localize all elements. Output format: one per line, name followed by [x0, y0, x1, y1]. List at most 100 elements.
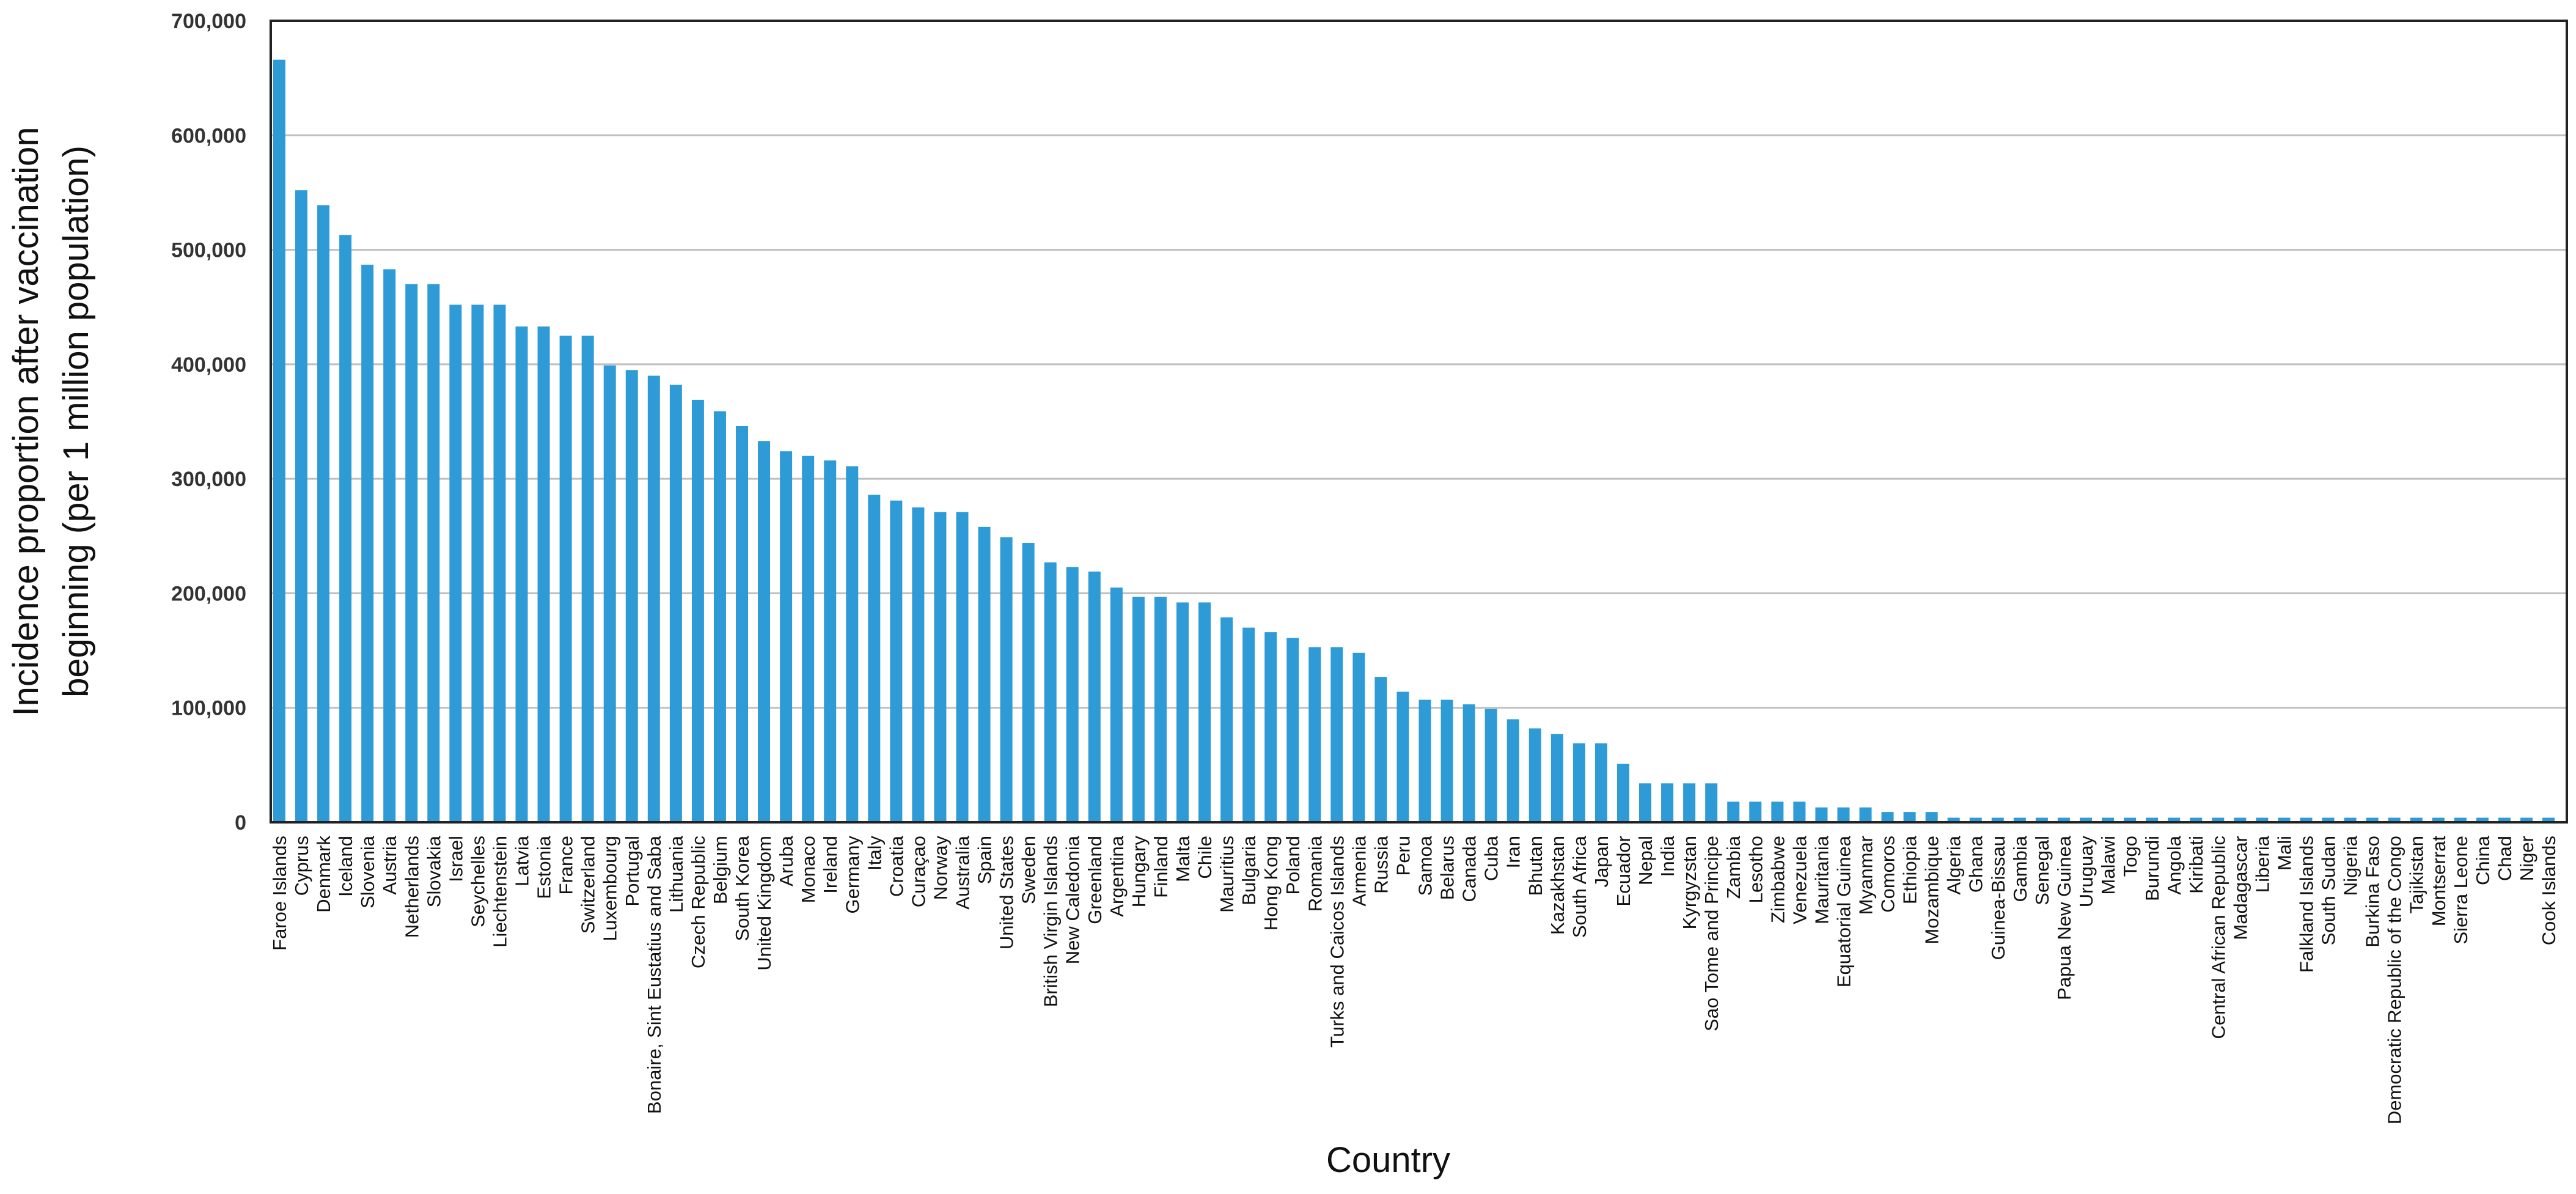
y-tick-label: 500,000	[171, 239, 246, 262]
y-tick-label: 100,000	[171, 697, 246, 720]
bar	[736, 426, 749, 822]
bar	[427, 284, 440, 822]
bar	[2322, 817, 2335, 822]
bar	[2102, 817, 2115, 822]
bar	[780, 451, 793, 822]
bar	[1594, 743, 1607, 822]
x-tick-label: Luxembourg	[600, 836, 621, 941]
bar	[273, 59, 285, 823]
y-axis-label: Incidence proportion after vaccination be…	[6, 127, 96, 716]
bar	[890, 500, 903, 822]
x-tick-label: Liberia	[2251, 835, 2273, 893]
x-tick-label: Spain	[974, 836, 996, 884]
bar	[956, 512, 969, 822]
y-tick-label: 400,000	[171, 353, 246, 377]
x-tick-label: Japan	[1591, 836, 1612, 887]
bar	[1176, 602, 1189, 822]
x-tick-label: Australia	[952, 835, 974, 909]
x-tick-label: Lesotho	[1745, 836, 1766, 903]
bar	[2476, 817, 2489, 822]
x-tick-label: Bonaire, Sint Eustatius and Saba	[644, 835, 665, 1114]
x-tick-label: Senegal	[2031, 836, 2053, 905]
x-tick-label: Samoa	[1415, 835, 1436, 896]
bar	[713, 411, 726, 822]
bar	[383, 269, 396, 822]
bar	[2520, 817, 2533, 822]
bar	[1639, 783, 1652, 822]
x-tick-label: Falkland Islands	[2295, 836, 2317, 973]
x-tick-label: Hungary	[1128, 836, 1150, 908]
x-tick-label: Uruguay	[2075, 836, 2097, 908]
x-tick-label: Russia	[1370, 835, 1392, 894]
bar	[2057, 817, 2070, 822]
bar	[1132, 597, 1145, 822]
x-tick-label: Angola	[2163, 835, 2185, 894]
x-tick-label: Czech Republic	[688, 836, 709, 968]
bar	[2278, 817, 2291, 822]
bar	[2035, 817, 2048, 822]
bar	[1572, 743, 1585, 822]
x-tick-label: South Korea	[732, 835, 753, 941]
bar	[1705, 783, 1718, 822]
bar	[2234, 817, 2247, 822]
x-tick-label: Central African Republic	[2207, 836, 2229, 1039]
x-tick-label: Cyprus	[291, 836, 312, 896]
bar	[1793, 802, 1806, 822]
x-tick-label: Kyrgyzstan	[1679, 836, 1700, 929]
x-tick-label: Cuba	[1481, 835, 1502, 881]
x-tick-label: Mozambique	[1921, 836, 1943, 944]
bar	[2344, 817, 2357, 822]
y-tick-label: 300,000	[171, 468, 246, 491]
x-tick-label: Sierra Leone	[2450, 836, 2471, 945]
bar	[2168, 817, 2181, 822]
bar	[1308, 647, 1321, 822]
bar	[2542, 817, 2555, 822]
bar	[824, 460, 837, 822]
bar	[1683, 783, 1696, 822]
bar	[1198, 602, 1211, 822]
bar	[1881, 812, 1894, 822]
bar	[361, 264, 374, 822]
x-tick-label: Switzerland	[578, 836, 599, 934]
bar	[912, 507, 925, 822]
bar	[1352, 652, 1365, 822]
bar	[2366, 817, 2379, 822]
x-tick-label: Ethiopia	[1899, 835, 1921, 904]
y-tick-label: 200,000	[171, 582, 246, 605]
x-tick-label: Lithuania	[666, 835, 687, 913]
bar	[1991, 817, 2004, 822]
x-tick-label: Greenland	[1084, 836, 1106, 924]
bar	[978, 526, 991, 822]
x-tick-label: Chad	[2494, 836, 2515, 881]
bar	[1286, 638, 1299, 822]
y-tick-label: 0	[235, 811, 246, 835]
bar	[647, 375, 660, 822]
y-tick-label: 700,000	[171, 10, 246, 33]
bar	[2454, 817, 2467, 822]
bar	[1396, 691, 1409, 822]
bar	[1859, 807, 1872, 822]
x-tick-label: France	[556, 836, 577, 894]
bar	[1727, 802, 1740, 822]
x-tick-label: Aruba	[776, 835, 797, 886]
x-tick-label: Latvia	[512, 835, 533, 886]
bar	[515, 326, 528, 822]
bar	[537, 326, 550, 822]
x-tick-label: China	[2472, 835, 2493, 885]
bar	[669, 385, 682, 822]
x-tick-label: Finland	[1150, 836, 1172, 898]
x-tick-label: Kazakhstan	[1547, 836, 1568, 935]
x-tick-label: Turks and Caicos Islands	[1326, 836, 1348, 1048]
bar	[1506, 719, 1519, 822]
bar	[1374, 677, 1387, 822]
bar	[1000, 537, 1013, 822]
bar	[2212, 817, 2225, 822]
x-tick-label: Italy	[864, 836, 885, 871]
bar	[1066, 567, 1079, 822]
bar	[1771, 802, 1784, 822]
bar	[603, 365, 616, 822]
x-tick-label: United States	[996, 836, 1018, 949]
bar	[493, 304, 506, 822]
x-tick-label: Poland	[1282, 836, 1304, 895]
